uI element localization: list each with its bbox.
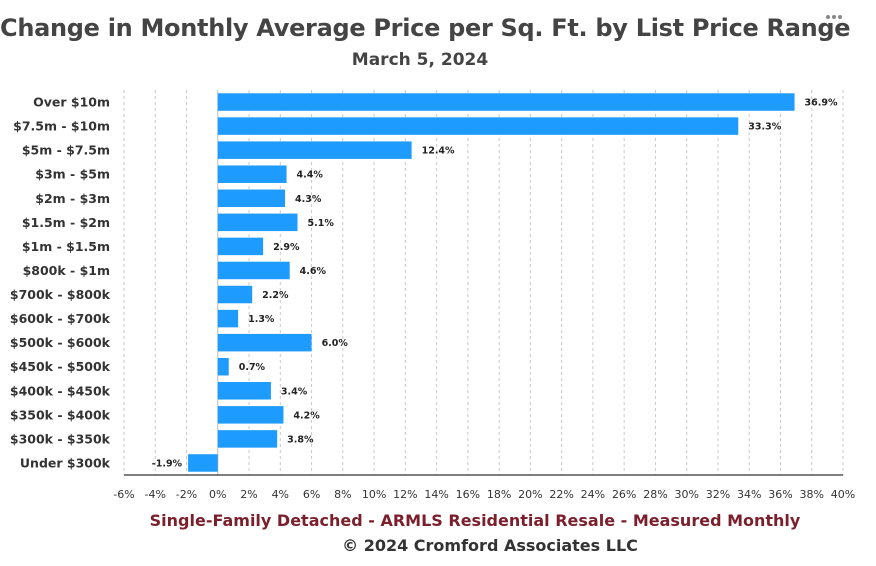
x-tick-label: 34% <box>737 488 761 501</box>
category-label: $7.5m - $10m <box>13 119 110 134</box>
bar <box>217 357 229 376</box>
bar <box>217 237 264 256</box>
data-label: 6.0% <box>322 338 349 349</box>
x-tick-label: 32% <box>706 488 730 501</box>
x-tick-label: 28% <box>643 488 667 501</box>
data-label: 3.4% <box>281 386 308 397</box>
bar <box>217 141 412 159</box>
data-label: 36.9% <box>805 98 838 109</box>
data-label: 4.2% <box>293 410 320 421</box>
x-tick-label: 14% <box>424 488 448 501</box>
bar <box>217 309 239 328</box>
x-tick-label: 10% <box>362 488 386 501</box>
x-tick-label: 20% <box>518 488 542 501</box>
data-label: 33.3% <box>748 122 781 133</box>
category-label: $350k - $400k <box>10 407 111 422</box>
category-label: $700k - $800k <box>10 287 111 302</box>
x-tick-label: -6% <box>113 488 134 501</box>
bar <box>217 261 290 280</box>
x-tick-label: -4% <box>145 488 166 501</box>
category-label: $1m - $1.5m <box>22 239 110 254</box>
bar <box>217 430 278 448</box>
category-label: Under $300k <box>20 455 111 470</box>
category-label: $1.5m - $2m <box>22 215 110 230</box>
data-label: 3.8% <box>287 434 314 445</box>
data-label: 1.3% <box>248 314 275 325</box>
bar <box>217 165 287 183</box>
source-note: Single-Family Detached - ARMLS Residenti… <box>149 511 801 530</box>
bar <box>217 333 312 352</box>
x-tick-label: 36% <box>768 488 792 501</box>
x-tick-label: 30% <box>674 488 698 501</box>
x-tick-label: 40% <box>831 488 855 501</box>
data-label: 5.1% <box>307 218 334 229</box>
x-tick-label: 26% <box>612 488 636 501</box>
data-label: 2.2% <box>262 290 289 301</box>
x-tick-label: 8% <box>334 488 351 501</box>
x-tick-label: 18% <box>487 488 511 501</box>
category-label: $3m - $5m <box>35 167 110 182</box>
data-label: -1.9% <box>152 458 183 469</box>
data-label: 12.4% <box>422 146 455 157</box>
bar <box>217 285 253 304</box>
data-label: 2.9% <box>273 242 300 253</box>
category-label: $450k - $500k <box>10 359 111 374</box>
category-label: $800k - $1m <box>23 263 110 278</box>
x-tick-label: 22% <box>549 488 573 501</box>
category-label: $5m - $7.5m <box>22 143 110 158</box>
ellipsis-icon[interactable] <box>824 11 844 23</box>
copyright-note: © 2024 Cromford Associates LLC <box>342 536 638 555</box>
category-label: $400k - $450k <box>10 383 111 398</box>
bar <box>217 382 271 400</box>
bar <box>217 406 284 424</box>
data-label: 4.6% <box>300 266 327 277</box>
x-tick-label: 6% <box>303 488 320 501</box>
chart-title: Change in Monthly Average Price per Sq. … <box>0 14 851 42</box>
bar <box>217 213 298 232</box>
x-tick-label: 24% <box>581 488 605 501</box>
x-tick-label: 38% <box>800 488 824 501</box>
x-tick-label: 4% <box>272 488 289 501</box>
x-tick-label: 12% <box>393 488 417 501</box>
bar <box>217 117 739 135</box>
x-tick-label: 16% <box>456 488 480 501</box>
category-label: $2m - $3m <box>35 191 110 206</box>
x-tick-label: -2% <box>176 488 197 501</box>
category-label: $600k - $700k <box>10 311 111 326</box>
bar-chart: -6% -4% -2% 0% 2% 4% 6% 8% 10% 12% 14% 16% 18% 20% 22%… <box>10 90 855 501</box>
category-label: $500k - $600k <box>10 335 111 350</box>
data-label: 4.3% <box>295 194 322 205</box>
data-label: 0.7% <box>239 362 266 373</box>
x-tick-label: 0% <box>209 488 226 501</box>
bar <box>217 189 285 208</box>
category-label: Over $10m <box>33 95 110 110</box>
x-tick-label: 2% <box>240 488 257 501</box>
data-label: 4.4% <box>297 170 324 181</box>
bar <box>188 454 218 472</box>
bar <box>217 93 795 111</box>
chart-subtitle: March 5, 2024 <box>351 50 489 70</box>
category-label: $300k - $350k <box>10 431 111 446</box>
